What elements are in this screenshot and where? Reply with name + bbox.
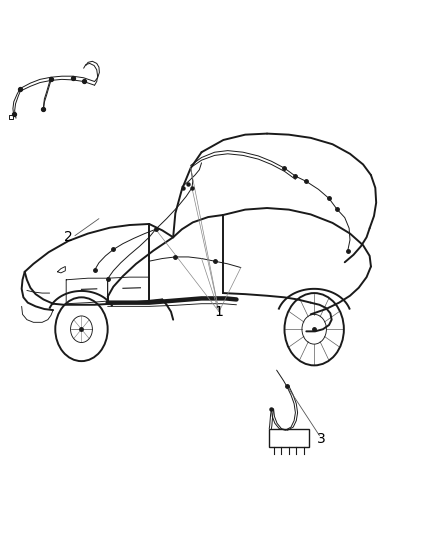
Text: 2: 2 [64,230,73,244]
Text: 3: 3 [317,432,326,446]
Text: 1: 1 [215,305,223,319]
Bar [269,429,308,447]
